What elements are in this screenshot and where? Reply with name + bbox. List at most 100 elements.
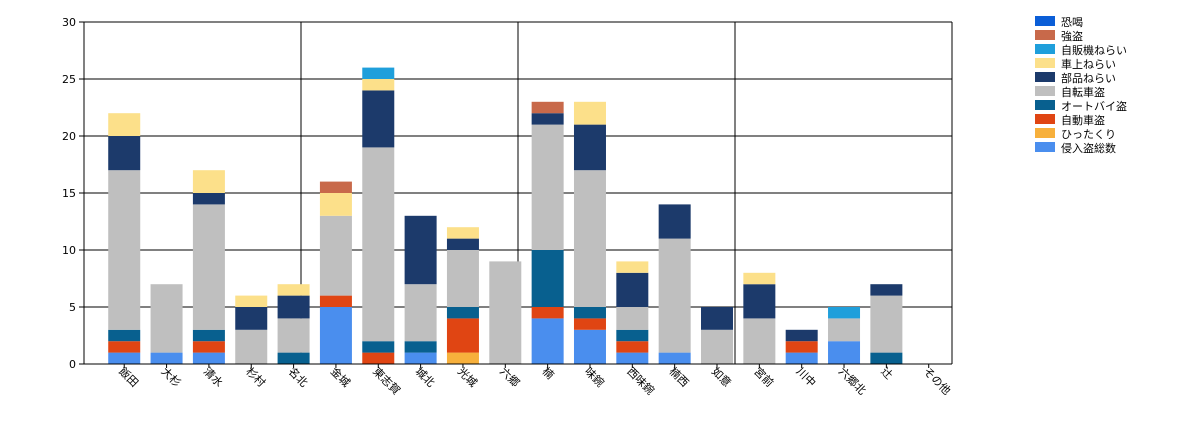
legend-label: 自動車盗 [1061, 113, 1105, 127]
y-tick-label: 20 [62, 130, 76, 143]
legend-label: 恐喝 [1061, 16, 1083, 29]
legend-swatch [1035, 128, 1055, 138]
grid-lines [84, 21, 953, 364]
bar-segment [404, 341, 437, 353]
legend-label: オートバイ盗 [1061, 100, 1127, 113]
bar-segment [573, 318, 606, 330]
bar-segment [743, 272, 776, 285]
bar-segment [446, 352, 479, 364]
bar-segment [489, 261, 522, 364]
bar-segment [573, 170, 606, 307]
legend-swatch [1035, 142, 1055, 152]
legend-swatch [1035, 72, 1055, 82]
bar-segment [531, 318, 564, 364]
bar-segment [362, 90, 395, 148]
bar-segment [192, 193, 225, 205]
y-axis-ticks: 0 5 10 15 20 25 30 [62, 16, 84, 371]
bar-segment [531, 101, 564, 114]
bar-segment [870, 295, 903, 353]
bar-layer [108, 67, 903, 364]
x-tick-label: 川中 [794, 365, 819, 390]
bar-segment [446, 227, 479, 239]
bar-segment [701, 307, 734, 330]
legend-label: 車上ねらい [1061, 57, 1116, 71]
x-tick-label: 宮前 [751, 364, 776, 389]
legend-label: 侵入盗総数 [1061, 141, 1116, 155]
legend-swatch [1035, 58, 1055, 68]
bar-segment [150, 284, 183, 353]
bar-segment [531, 250, 564, 307]
x-tick-label: その他 [921, 365, 954, 398]
bar-segment [870, 352, 903, 364]
bar-segment [277, 284, 310, 296]
bar-segment [446, 307, 479, 319]
bar-segment [616, 329, 649, 342]
legend-swatch [1035, 30, 1055, 40]
bar-segment [362, 67, 395, 79]
bar-segment [235, 295, 268, 307]
bar-segment [235, 329, 268, 364]
bar-segment [701, 329, 734, 364]
bar-segment [150, 352, 183, 364]
bar-segment [277, 352, 310, 364]
x-tick-label: 西味鋺 [624, 364, 657, 397]
bar-segment [658, 204, 691, 239]
x-tick-label: 辻 [878, 364, 896, 382]
x-tick-label: 清水 [201, 365, 226, 390]
x-tick-label: 杉村 [243, 364, 268, 389]
bar-segment [362, 147, 395, 342]
bar-segment [573, 124, 606, 171]
y-tick-label: 15 [62, 187, 76, 200]
bar-segment [446, 318, 479, 353]
legend-label: 強盗 [1061, 30, 1083, 43]
bar-segment [108, 329, 141, 342]
bar-segment [531, 113, 564, 125]
bar-segment [235, 307, 268, 330]
legend-swatch [1035, 114, 1055, 124]
legend-label: ひったくり [1061, 128, 1116, 141]
bar-segment [785, 352, 818, 364]
bar-segment [319, 181, 352, 193]
legend-swatch [1035, 16, 1055, 26]
bar-segment [277, 318, 310, 353]
legend-label: 部品ねらい [1061, 71, 1116, 85]
bar-segment [404, 284, 437, 342]
x-tick-label: 名北 [285, 364, 310, 389]
bar-segment [192, 329, 225, 342]
bar-segment [319, 307, 352, 364]
bar-segment [785, 341, 818, 353]
bar-segment [362, 79, 395, 91]
bar-segment [108, 352, 141, 364]
x-tick-label: 城北 [412, 365, 437, 390]
bar-segment [828, 341, 861, 364]
bar-segment [108, 341, 141, 353]
x-tick-label: 六郷北 [836, 364, 869, 397]
bar-segment [319, 215, 352, 296]
bar-segment [319, 193, 352, 216]
bar-segment [192, 352, 225, 364]
bar-segment [446, 238, 479, 250]
x-tick-label: 味鋺 [582, 364, 607, 389]
bar-segment [446, 250, 479, 307]
bar-segment [277, 295, 310, 319]
legend-swatch [1035, 100, 1055, 110]
bar-segment [192, 170, 225, 193]
bar-segment [319, 295, 352, 307]
x-tick-label: 六郷 [497, 364, 522, 389]
legend-swatch [1035, 86, 1055, 96]
x-tick-label: 光城 [455, 364, 480, 389]
bar-segment [616, 272, 649, 307]
bar-segment [743, 318, 776, 364]
x-tick-label: 東志賀 [370, 365, 403, 398]
bar-segment [870, 284, 903, 296]
bar-segment [785, 329, 818, 342]
bar-segment [616, 261, 649, 273]
y-tick-label: 10 [62, 244, 76, 257]
legend-swatch [1035, 44, 1055, 54]
bar-segment [616, 341, 649, 353]
bar-segment [573, 307, 606, 319]
bar-segment [531, 124, 564, 250]
y-tick-label: 5 [69, 301, 76, 314]
bar-segment [828, 307, 861, 319]
